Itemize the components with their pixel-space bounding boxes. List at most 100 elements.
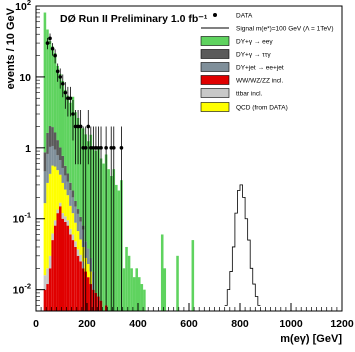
data-point-23: [109, 146, 114, 150]
x-tick-label-2: 400: [129, 318, 147, 330]
data-point-24: [111, 146, 116, 150]
data-point-12: [76, 124, 80, 129]
bar-4-8: [64, 165, 67, 176]
y-tick-label-1: 10: [19, 72, 31, 84]
x-tick-label-3: 600: [180, 318, 198, 330]
bar-4-2: [48, 126, 52, 147]
bar-2-8: [64, 189, 67, 217]
bar-5-6: [58, 73, 62, 148]
bar-4-11: [71, 190, 75, 198]
data-point-16: [86, 124, 91, 129]
legend-swatch-7: [200, 102, 230, 112]
bar-2-11: [71, 213, 75, 235]
bar-1-11: [71, 234, 75, 241]
bar-5-34: [130, 268, 133, 311]
bar-5-28: [115, 184, 118, 311]
bar-2-10: [69, 205, 72, 229]
bar-4-7: [61, 155, 65, 168]
bar-4-4: [53, 132, 57, 150]
data-point-10: [71, 112, 75, 116]
legend-label-3: DY+γ → ττγ: [236, 52, 271, 59]
bar-0-1: [46, 284, 49, 311]
bar-4-3: [51, 127, 54, 146]
data-point-1: [48, 36, 52, 41]
legend-swatch-5: [200, 75, 230, 85]
y-axis-title: events / 10 GeV: [5, 7, 17, 89]
legend-label-6: ttbar incl.: [236, 91, 263, 98]
bar-5-52: [176, 255, 179, 311]
bar-0-17: [87, 277, 90, 311]
data-point-3: [53, 53, 57, 58]
data-point-6: [60, 81, 65, 86]
bar-0-10: [69, 234, 72, 311]
bar-1-10: [69, 228, 72, 235]
legend-swatch-3: [200, 49, 230, 59]
bar-1-4: [53, 220, 57, 226]
bar-4-1: [46, 132, 49, 154]
y-tick-label-3: 10-1: [13, 211, 31, 226]
bar-5-37: [138, 277, 141, 311]
bar-5-5: [56, 65, 59, 141]
bar-3-3: [51, 145, 54, 166]
bar-5-29: [117, 190, 121, 311]
data-point-8: [66, 96, 70, 101]
x-tick-label-5: 1000: [279, 318, 303, 330]
data-point-9: [68, 96, 73, 101]
bar-4-5: [56, 140, 59, 156]
bar-1-0: [43, 275, 47, 290]
legend-label-2: DY+γ → eeγ: [236, 39, 273, 46]
x-tick-label-1: 200: [78, 318, 96, 330]
bar-5-23: [102, 163, 105, 311]
data-point-19: [94, 146, 98, 150]
data-point-2: [50, 46, 55, 51]
x-axis-title: m(eγ) [GeV]: [280, 333, 342, 345]
bar-1-5: [56, 209, 59, 214]
bar-0-3: [51, 240, 54, 311]
bar-5-38: [140, 284, 144, 311]
bar-3-8: [64, 175, 67, 190]
legend-swatch-4: [200, 62, 230, 72]
bar-2-9: [66, 195, 70, 221]
bar-3-1: [46, 153, 49, 183]
bar-2-12: [74, 222, 77, 242]
bar-0-7: [61, 218, 65, 311]
bar-5-47: [163, 268, 167, 311]
bar-5-25: [107, 169, 110, 311]
bar-2-13: [76, 231, 80, 250]
legend-swatch-2: [200, 36, 230, 46]
bar-2-1: [46, 182, 49, 269]
bar-2-5: [56, 170, 59, 210]
data-point-0: [45, 41, 50, 45]
legend-label-0: DATA: [236, 13, 253, 20]
bar-5-11: [71, 96, 75, 191]
bar-1-7: [61, 213, 65, 219]
bar-4-12: [74, 200, 77, 207]
bar-3-17: [87, 248, 90, 265]
bar-5-17: [87, 141, 90, 249]
signal-line: [224, 184, 261, 306]
bar-3-13: [76, 213, 80, 232]
bar-0-4: [53, 225, 57, 311]
data-point-20: [96, 146, 101, 150]
bar-4-0: [43, 152, 47, 172]
bar-5-58: [191, 240, 195, 311]
bar-3-11: [71, 197, 75, 214]
bar-2-6: [58, 174, 62, 203]
bar-3-4: [53, 149, 57, 167]
bar-5-31: [122, 268, 126, 311]
bar-5-3: [51, 46, 54, 128]
bar-1-9: [66, 220, 70, 226]
bar-1-13: [76, 249, 80, 256]
bar-5-2: [48, 41, 52, 127]
data-point-15: [83, 146, 88, 150]
bar-3-2: [48, 146, 52, 174]
data-point-21: [99, 146, 103, 150]
bar-1-2: [48, 255, 52, 269]
bar-5-14: [79, 124, 82, 217]
legend-label-4: DY+jet → ee+jet: [236, 65, 284, 72]
data-point-4: [55, 69, 60, 74]
bar-1-1: [46, 268, 49, 285]
bar-3-9: [66, 181, 70, 196]
